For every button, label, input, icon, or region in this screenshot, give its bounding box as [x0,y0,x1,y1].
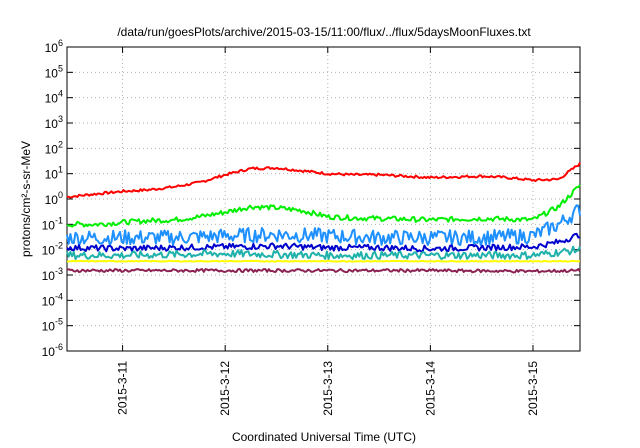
x-tick-label: 2015-3-12 [218,361,232,416]
y-tick-label: 10-4 [42,291,63,308]
grid-lines [67,47,580,351]
series-line [66,232,581,253]
y-axis-label: protons/cm²-s-sr-MeV [19,141,33,257]
x-tick-label: 2015-3-15 [526,361,540,416]
y-tick-label: 106 [45,38,63,55]
x-tick-label: 2015-3-13 [321,361,335,416]
y-tick-label: 104 [45,89,63,106]
y-tick-label: 10-5 [42,317,63,334]
y-tick-label: 105 [45,63,63,80]
series-lines [66,162,581,274]
series-line [66,204,581,247]
x-axis-label: Coordinated Universal Time (UTC) [232,430,416,444]
x-tick-label: 2015-3-14 [423,361,437,416]
y-tick-label: 10-1 [42,215,63,232]
chart-title: /data/run/goesPlots/archive/2015-03-15/1… [117,25,531,39]
series-line [66,184,581,228]
y-tick-label: 10-2 [42,241,63,258]
series-line [66,245,581,261]
x-tick-label: 2015-3-11 [116,361,130,415]
series-line [66,162,581,199]
y-tick-label: 100 [45,190,63,207]
y-tick-label: 10-3 [42,266,63,283]
axis-ticks: 10-6 10-5 10-4 10-3 10-2 10-1 100 101 102 103 104 1… [42,38,580,416]
series-line [66,268,581,274]
y-tick-label: 101 [45,165,63,182]
series-line [66,259,581,263]
y-tick-label: 10-6 [42,342,63,359]
y-tick-label: 102 [45,139,63,156]
y-tick-label: 103 [45,114,63,131]
